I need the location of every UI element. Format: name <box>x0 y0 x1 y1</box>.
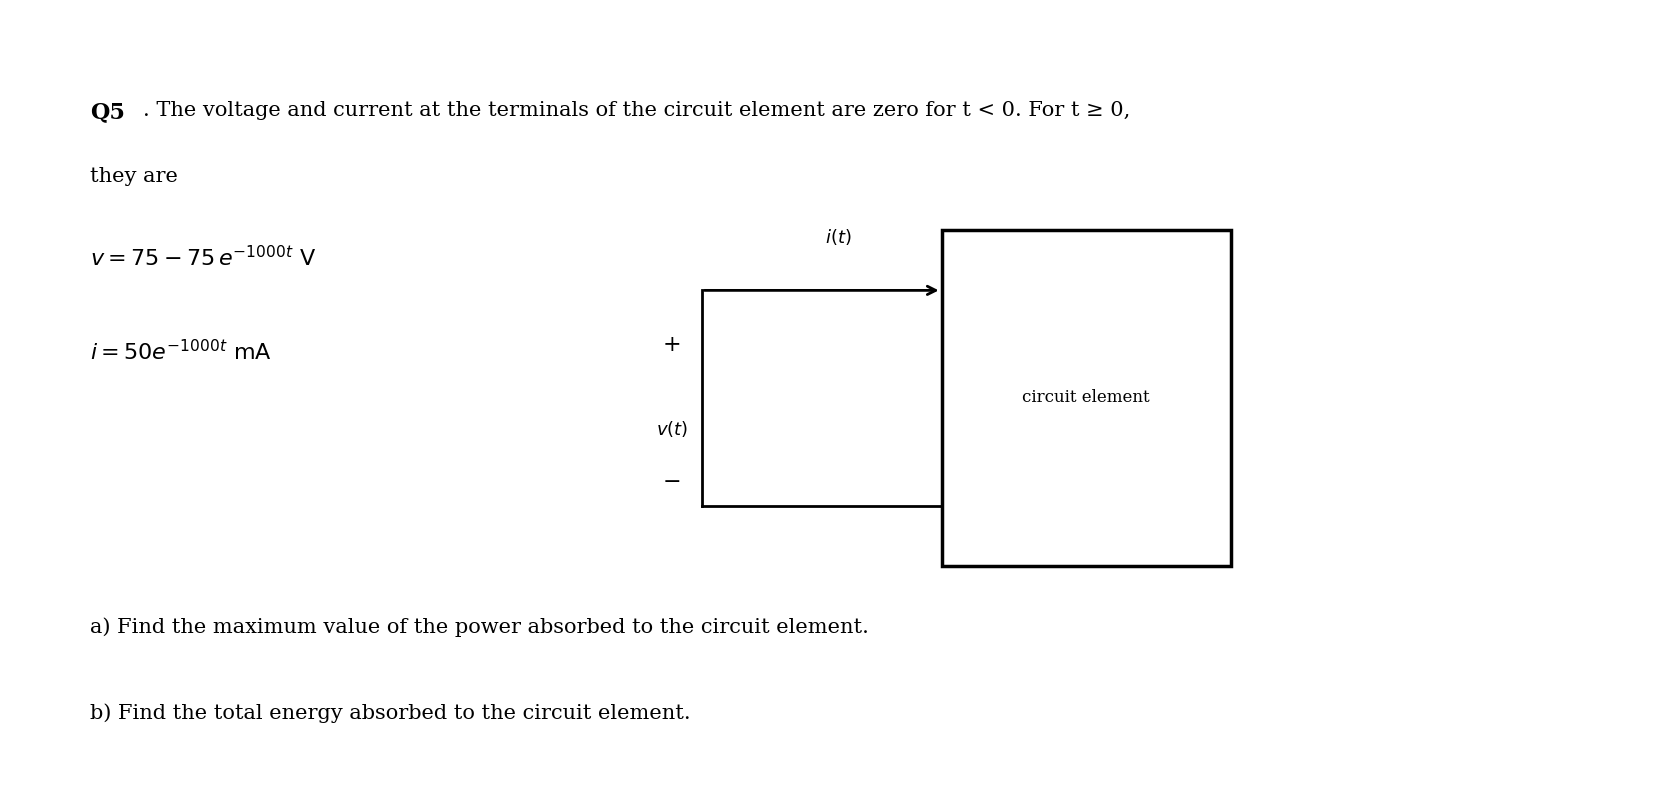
Text: . The voltage and current at the terminals of the circuit element are zero for t: . The voltage and current at the termina… <box>142 101 1129 119</box>
Text: −: − <box>662 471 681 494</box>
Text: they are: they are <box>90 167 177 186</box>
Text: a) Find the maximum value of the power absorbed to the circuit element.: a) Find the maximum value of the power a… <box>90 617 869 637</box>
Text: $v(t)$: $v(t)$ <box>656 419 687 439</box>
Text: $i(t)$: $i(t)$ <box>826 228 851 248</box>
Text: $v = 75 - 75\,e^{-1000t}\ \mathrm{V}$: $v = 75 - 75\,e^{-1000t}\ \mathrm{V}$ <box>90 245 315 271</box>
Bar <box>941 230 1231 566</box>
Text: circuit element: circuit element <box>1022 389 1149 407</box>
Text: Q5: Q5 <box>90 101 125 123</box>
Text: b) Find the total energy absorbed to the circuit element.: b) Find the total energy absorbed to the… <box>90 703 691 723</box>
Text: $i = 50e^{-1000t}\ \mathrm{mA}$: $i = 50e^{-1000t}\ \mathrm{mA}$ <box>90 339 272 365</box>
Text: +: + <box>662 334 681 356</box>
